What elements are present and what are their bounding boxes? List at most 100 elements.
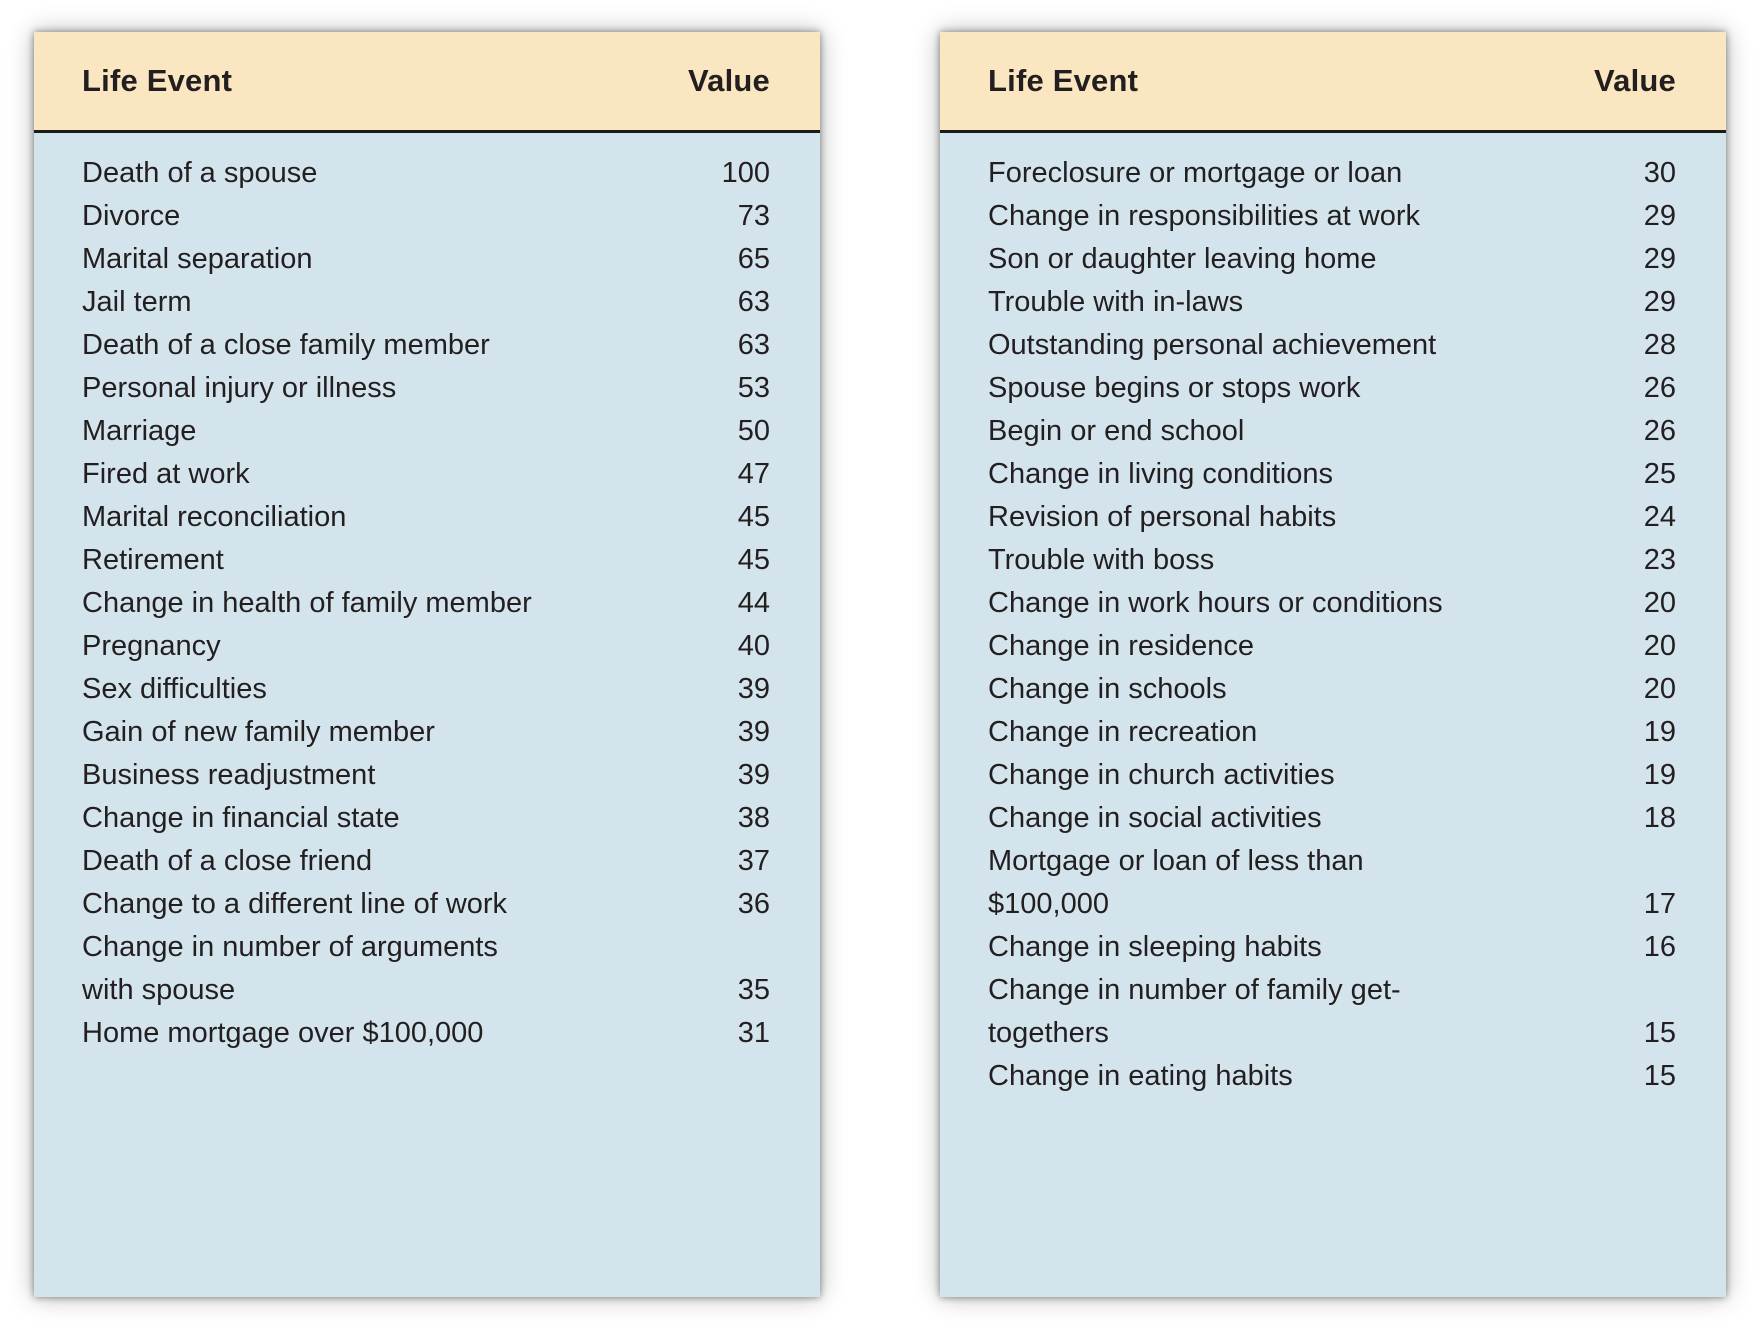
life-event-label: Jail term [82,281,680,324]
life-event-line: Spouse begins or stops work [988,372,1361,404]
life-event-label: Mortgage or loan of less than $100,000 [988,840,1586,926]
life-event-line: $100,000 [988,888,1109,920]
table-header-right: Life Event Value [940,32,1726,133]
life-event-label: Sex difficulties [82,668,680,711]
life-event-line: Fired at work [82,458,250,490]
table-row: Change in eating habits 15 [988,1055,1676,1098]
table-row: Death of a close friend 37 [82,840,770,883]
table-row: Sex difficulties 39 [82,668,770,711]
life-event-label: Pregnancy [82,625,680,668]
table-row: Outstanding personal achievement 28 [988,324,1676,367]
life-event-label: Change in work hours or conditions [988,582,1586,625]
life-event-value: 37 [737,845,770,877]
life-event-value: 20 [1643,630,1676,662]
life-event-line: Change in number of family get- [988,974,1401,1006]
table-row: Change in schools 20 [988,668,1676,711]
life-event-value: 100 [721,157,770,189]
table-row: Gain of new family member 39 [82,711,770,754]
table-row: Pregnancy 40 [82,625,770,668]
table-row: Change in church activities 19 [988,754,1676,797]
table-row: Change in recreation 19 [988,711,1676,754]
table-row: Begin or end school 26 [988,410,1676,453]
table-row: Change in financial state 38 [82,797,770,840]
life-event-value: 24 [1643,501,1676,533]
life-event-value: 29 [1643,243,1676,275]
life-event-line: Change in living conditions [988,458,1333,490]
life-event-line: Retirement [82,544,224,576]
life-event-line: Outstanding personal achievement [988,329,1437,361]
stress-scale-table-left: Life Event Value Death of a spouse 100 Div… [34,32,820,1297]
life-event-value: 25 [1643,458,1676,490]
table-row: Jail term 63 [82,281,770,324]
column-header-life-event: Life Event [82,63,233,98]
life-event-line: Divorce [82,200,181,232]
life-event-label: Spouse begins or stops work [988,367,1586,410]
life-event-label: Change in number of family get-togethers [988,969,1586,1055]
life-event-value: 15 [1643,1060,1676,1092]
life-event-line: Home mortgage over $100,000 [82,1017,484,1049]
life-event-line: Pregnancy [82,630,221,662]
life-event-label: Change in eating habits [988,1055,1586,1098]
life-event-value: 29 [1643,200,1676,232]
column-header-value: Value [1594,63,1676,98]
life-event-label: Foreclosure or mortgage or loan [988,152,1586,195]
table-row: Marital reconciliation 45 [82,496,770,539]
life-event-label: Marriage [82,410,680,453]
life-event-label: Begin or end school [988,410,1586,453]
life-event-value: 16 [1643,931,1676,963]
life-event-value: 47 [737,458,770,490]
life-event-value: 38 [737,802,770,834]
column-header-value: Value [688,63,770,98]
life-event-label: Change in schools [988,668,1586,711]
life-event-label: Change to a different line of work [82,883,680,926]
life-event-line: Change in recreation [988,716,1258,748]
life-event-label: Revision of personal habits [988,496,1586,539]
life-event-value: 28 [1643,329,1676,361]
life-event-line: Marital reconciliation [82,501,347,533]
table-row: Business readjustment 39 [82,754,770,797]
table-row: Marital separation 65 [82,238,770,281]
life-event-value: 15 [1643,1017,1676,1049]
life-event-value: 39 [737,716,770,748]
life-event-line: Change in eating habits [988,1060,1293,1092]
life-event-line: Foreclosure or mortgage or loan [988,157,1403,189]
life-event-value: 63 [737,286,770,318]
life-event-value: 53 [737,372,770,404]
life-event-value: 30 [1643,157,1676,189]
life-event-line: Marriage [82,415,197,447]
life-event-line: Change in health of family member [82,587,532,619]
life-event-line: Change to a different line of work [82,888,508,920]
life-event-label: Change in recreation [988,711,1586,754]
table-row: Mortgage or loan of less than $100,000 17 [988,840,1676,926]
life-event-label: Fired at work [82,453,680,496]
table-row: Change in sleeping habits 16 [988,926,1676,969]
table-row: Change in residence 20 [988,625,1676,668]
life-event-value: 17 [1643,888,1676,920]
life-event-line: Change in number of arguments [82,931,498,963]
life-event-label: Change in responsibilities at work [988,195,1586,238]
life-event-value: 63 [737,329,770,361]
life-event-value: 36 [737,888,770,920]
table-row: Change to a different line of work 36 [82,883,770,926]
life-event-value: 45 [737,544,770,576]
table-row: Change in health of family member 44 [82,582,770,625]
column-header-life-event: Life Event [988,63,1139,98]
life-event-line: Change in sleeping habits [988,931,1322,963]
table-row: Trouble with in-laws 29 [988,281,1676,324]
table-row: Death of a close family member 63 [82,324,770,367]
table-body-right: Foreclosure or mortgage or loan 30 Change … [940,133,1726,1297]
life-event-line: with spouse [82,974,236,1006]
life-event-line: Change in financial state [82,802,400,834]
life-event-line: Gain of new family member [82,716,435,748]
table-row: Change in number of family get-togethers… [988,969,1676,1055]
life-event-line: Change in schools [988,673,1227,705]
life-event-line: Change in responsibilities at work [988,200,1420,232]
life-event-line: Personal injury or illness [82,372,397,404]
stress-scale-table-right: Life Event Value Foreclosure or mortgage… [940,32,1726,1297]
life-event-label: Trouble with in-laws [988,281,1586,324]
life-event-value: 50 [737,415,770,447]
life-event-label: Change in financial state [82,797,680,840]
life-event-label: Personal injury or illness [82,367,680,410]
table-row: Death of a spouse 100 [82,152,770,195]
